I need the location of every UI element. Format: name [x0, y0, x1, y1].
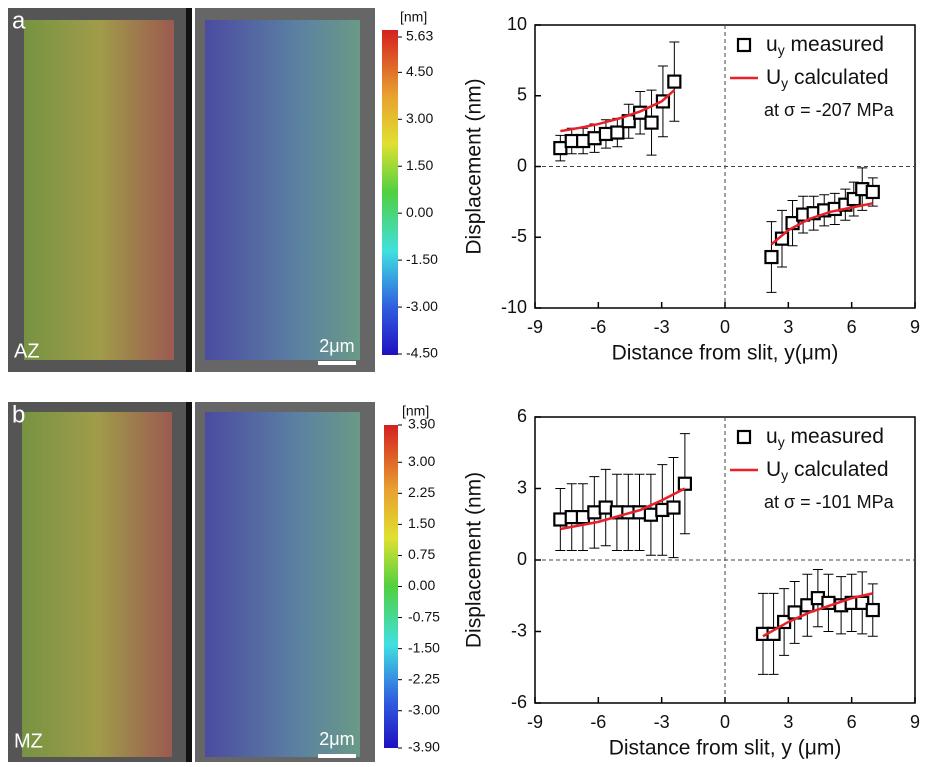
- x-tick-label: -3: [654, 712, 670, 732]
- x-tick-label: 6: [847, 317, 857, 337]
- legend-label: uy measured: [766, 425, 884, 450]
- measured-point: [564, 133, 579, 149]
- zone-label: AZ: [14, 340, 40, 362]
- measured-point: [610, 125, 625, 140]
- x-axis-label: Distance from slit, y(μm): [612, 342, 839, 365]
- x-tick-label: 3: [783, 317, 793, 337]
- y-tick-label: -10: [501, 297, 527, 317]
- measured-point: [553, 512, 568, 527]
- x-tick-label: 3: [783, 712, 793, 732]
- colorbar-tick-label: 0.00: [406, 204, 433, 220]
- colorbar-tick-label: -3.90: [408, 739, 440, 755]
- image-b: [8, 402, 398, 762]
- annotation: at σ = -207 MPa: [764, 100, 895, 120]
- y-axis-label: Displacement (nm): [463, 78, 486, 254]
- colorbar-tick-label: -4.50: [406, 345, 438, 361]
- colorbar-tick-label: -1.50: [408, 639, 440, 655]
- measured-point: [587, 505, 602, 520]
- measured-point: [865, 602, 880, 618]
- colorbar-unit: [nm]: [400, 9, 427, 25]
- x-tick-label: 0: [720, 317, 730, 337]
- x-tick-label: -9: [527, 712, 543, 732]
- colorbar-tick-label: 3.00: [408, 453, 435, 469]
- measured-point: [576, 133, 591, 149]
- annotation: at σ = -101 MPa: [764, 492, 895, 512]
- y-tick-label: 0: [517, 155, 527, 175]
- colorbar-tick-label: -3.00: [406, 298, 438, 314]
- y-tick-label: -3: [511, 620, 527, 640]
- colorbar-unit: [nm]: [402, 403, 429, 419]
- measured-point: [666, 500, 681, 515]
- y-tick-label: 6: [517, 406, 527, 426]
- x-tick-label: 9: [910, 712, 920, 732]
- y-tick-label: 5: [517, 85, 527, 105]
- measured-point: [667, 74, 682, 89]
- x-tick-label: 0: [720, 712, 730, 732]
- legend-marker: [736, 429, 752, 445]
- colorbar-tick-label: 2.25: [408, 484, 435, 500]
- colorbar-tick-label: -0.75: [408, 608, 440, 624]
- colorbar-tick-label: 0.75: [408, 546, 435, 562]
- colorbar-tick-label: 1.50: [406, 157, 433, 173]
- colorbar-tick-label: 5.63: [406, 28, 433, 44]
- measured-point: [644, 115, 659, 130]
- y-tick-label: 10: [507, 14, 527, 34]
- y-tick-label: 3: [517, 477, 527, 497]
- measured-point: [553, 141, 568, 156]
- scale-bar-label: 2μm: [319, 729, 354, 749]
- colorbar-tick-label: -1.50: [406, 251, 438, 267]
- measured-point: [575, 510, 591, 525]
- x-tick-label: -3: [654, 317, 670, 337]
- colorbar-tick-label: -2.25: [408, 670, 440, 686]
- measured-point: [587, 131, 602, 146]
- panel-label: b: [12, 401, 25, 428]
- colorbar-tick-label: 3.90: [408, 416, 435, 432]
- panel-label: a: [12, 7, 26, 34]
- colorbar-tick-label: 4.50: [406, 63, 433, 79]
- x-tick-label: 6: [847, 712, 857, 732]
- y-tick-label: 0: [517, 549, 527, 569]
- zone-label: MZ: [14, 730, 43, 752]
- x-tick-label: -9: [527, 317, 543, 337]
- x-tick-label: -6: [590, 317, 606, 337]
- legend-label: Uy calculated: [766, 458, 889, 483]
- colorbar-tick-label: 0.00: [408, 577, 435, 593]
- colorbar-tick-label: -3.00: [408, 701, 440, 717]
- x-axis-label: Distance from slit, y (μm): [609, 737, 842, 760]
- calculated-line: [560, 487, 874, 638]
- x-tick-label: 9: [910, 317, 920, 337]
- image-a: [8, 8, 398, 372]
- colorbar-tick-label: 3.00: [406, 110, 433, 126]
- measured-point: [598, 126, 614, 142]
- colorbar-tick-label: 1.50: [408, 515, 435, 531]
- measured-point: [643, 507, 659, 522]
- measured-point: [865, 184, 880, 200]
- measured-point: [800, 598, 815, 613]
- y-axis-label: Displacement (nm): [463, 472, 486, 648]
- legend-label: uy measured: [766, 33, 884, 58]
- measured-point: [764, 249, 779, 265]
- y-tick-label: -5: [511, 226, 527, 246]
- legend-marker: [736, 37, 752, 53]
- measured-point: [677, 476, 692, 491]
- x-tick-label: -6: [590, 712, 606, 732]
- measured-point: [774, 231, 790, 246]
- legend-label: Uy calculated: [766, 66, 889, 91]
- scale-bar-label: 2μm: [319, 336, 354, 356]
- y-tick-label: -6: [511, 692, 527, 712]
- calculated-line: [560, 89, 874, 246]
